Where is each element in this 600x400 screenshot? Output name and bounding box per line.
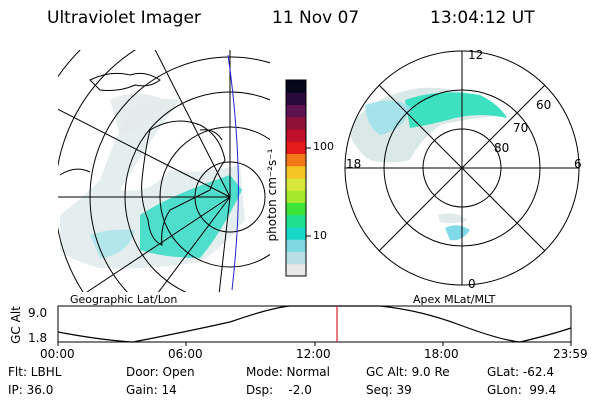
colorbar-swatch	[286, 214, 306, 228]
colorbar-swatch	[286, 178, 306, 191]
instrument-title: Ultraviolet Imager	[47, 8, 201, 28]
timeline-xtick-1800: 18:00	[424, 347, 459, 361]
colorbar-swatch	[286, 263, 306, 277]
colorbar-swatch	[286, 92, 306, 105]
timeline-ylabel: GC Alt	[9, 306, 23, 344]
colorbar-tick-10: 10	[313, 229, 327, 242]
timeline-xtick-0600: 06:00	[168, 347, 203, 361]
timeline-ytick-bottom: 1.8	[28, 331, 48, 345]
status-seq: Seq: 39	[366, 383, 412, 397]
colorbar-tick-100: 100	[313, 140, 334, 153]
colorbar-swatch	[286, 129, 306, 142]
colorbar-swatch	[286, 239, 306, 252]
colorbar-swatch	[286, 190, 306, 203]
colorbar-swatch	[286, 104, 306, 118]
time-label: 13:04:12 UT	[430, 8, 535, 28]
mlt-label-12: 12	[468, 48, 484, 62]
status-dsp: Dsp: -2.0	[246, 383, 312, 397]
status-filter: Flt: LBHL	[8, 365, 62, 379]
mlt-label-0: 0	[468, 277, 476, 291]
timeline-xtick-2359: 23:59	[553, 347, 588, 361]
colorbar-swatch	[286, 165, 306, 179]
status-glat: GLat: -62.4	[487, 365, 554, 379]
timeline-xtick-0000: 00:00	[40, 347, 75, 361]
colorbar-swatch	[286, 153, 306, 167]
status-gain: Gain: 14	[126, 383, 177, 397]
status-ip: IP: 36.0	[8, 383, 54, 397]
colorbar-swatch	[286, 227, 306, 240]
colorbar-swatch	[286, 80, 306, 93]
mlt-label-6: 6	[574, 157, 582, 171]
timeline-ytick-top: 9.0	[28, 306, 48, 320]
status-mode: Mode: Normal	[246, 365, 330, 379]
colorbar-swatch	[286, 202, 306, 216]
status-glon: GLon: 99.4	[487, 383, 557, 397]
colorbar-swatch	[286, 141, 306, 154]
colorbar-swatch	[286, 251, 306, 265]
status-door: Door: Open	[126, 365, 195, 379]
colorbar-swatch	[286, 116, 306, 130]
date-label: 11 Nov 07	[272, 8, 360, 28]
mlat-label-70: 70	[513, 121, 529, 135]
timeline-xtick-1200: 12:00	[296, 347, 331, 361]
right-panel-label: Apex MLat/MLT	[413, 293, 496, 306]
left-panel-label: Geographic Lat/Lon	[70, 293, 178, 306]
mlat-label-80: 80	[494, 141, 510, 155]
status-gc-alt: GC Alt: 9.0 Re	[366, 365, 450, 379]
mlt-label-18: 18	[346, 157, 362, 171]
mlat-label-60: 60	[536, 98, 552, 112]
